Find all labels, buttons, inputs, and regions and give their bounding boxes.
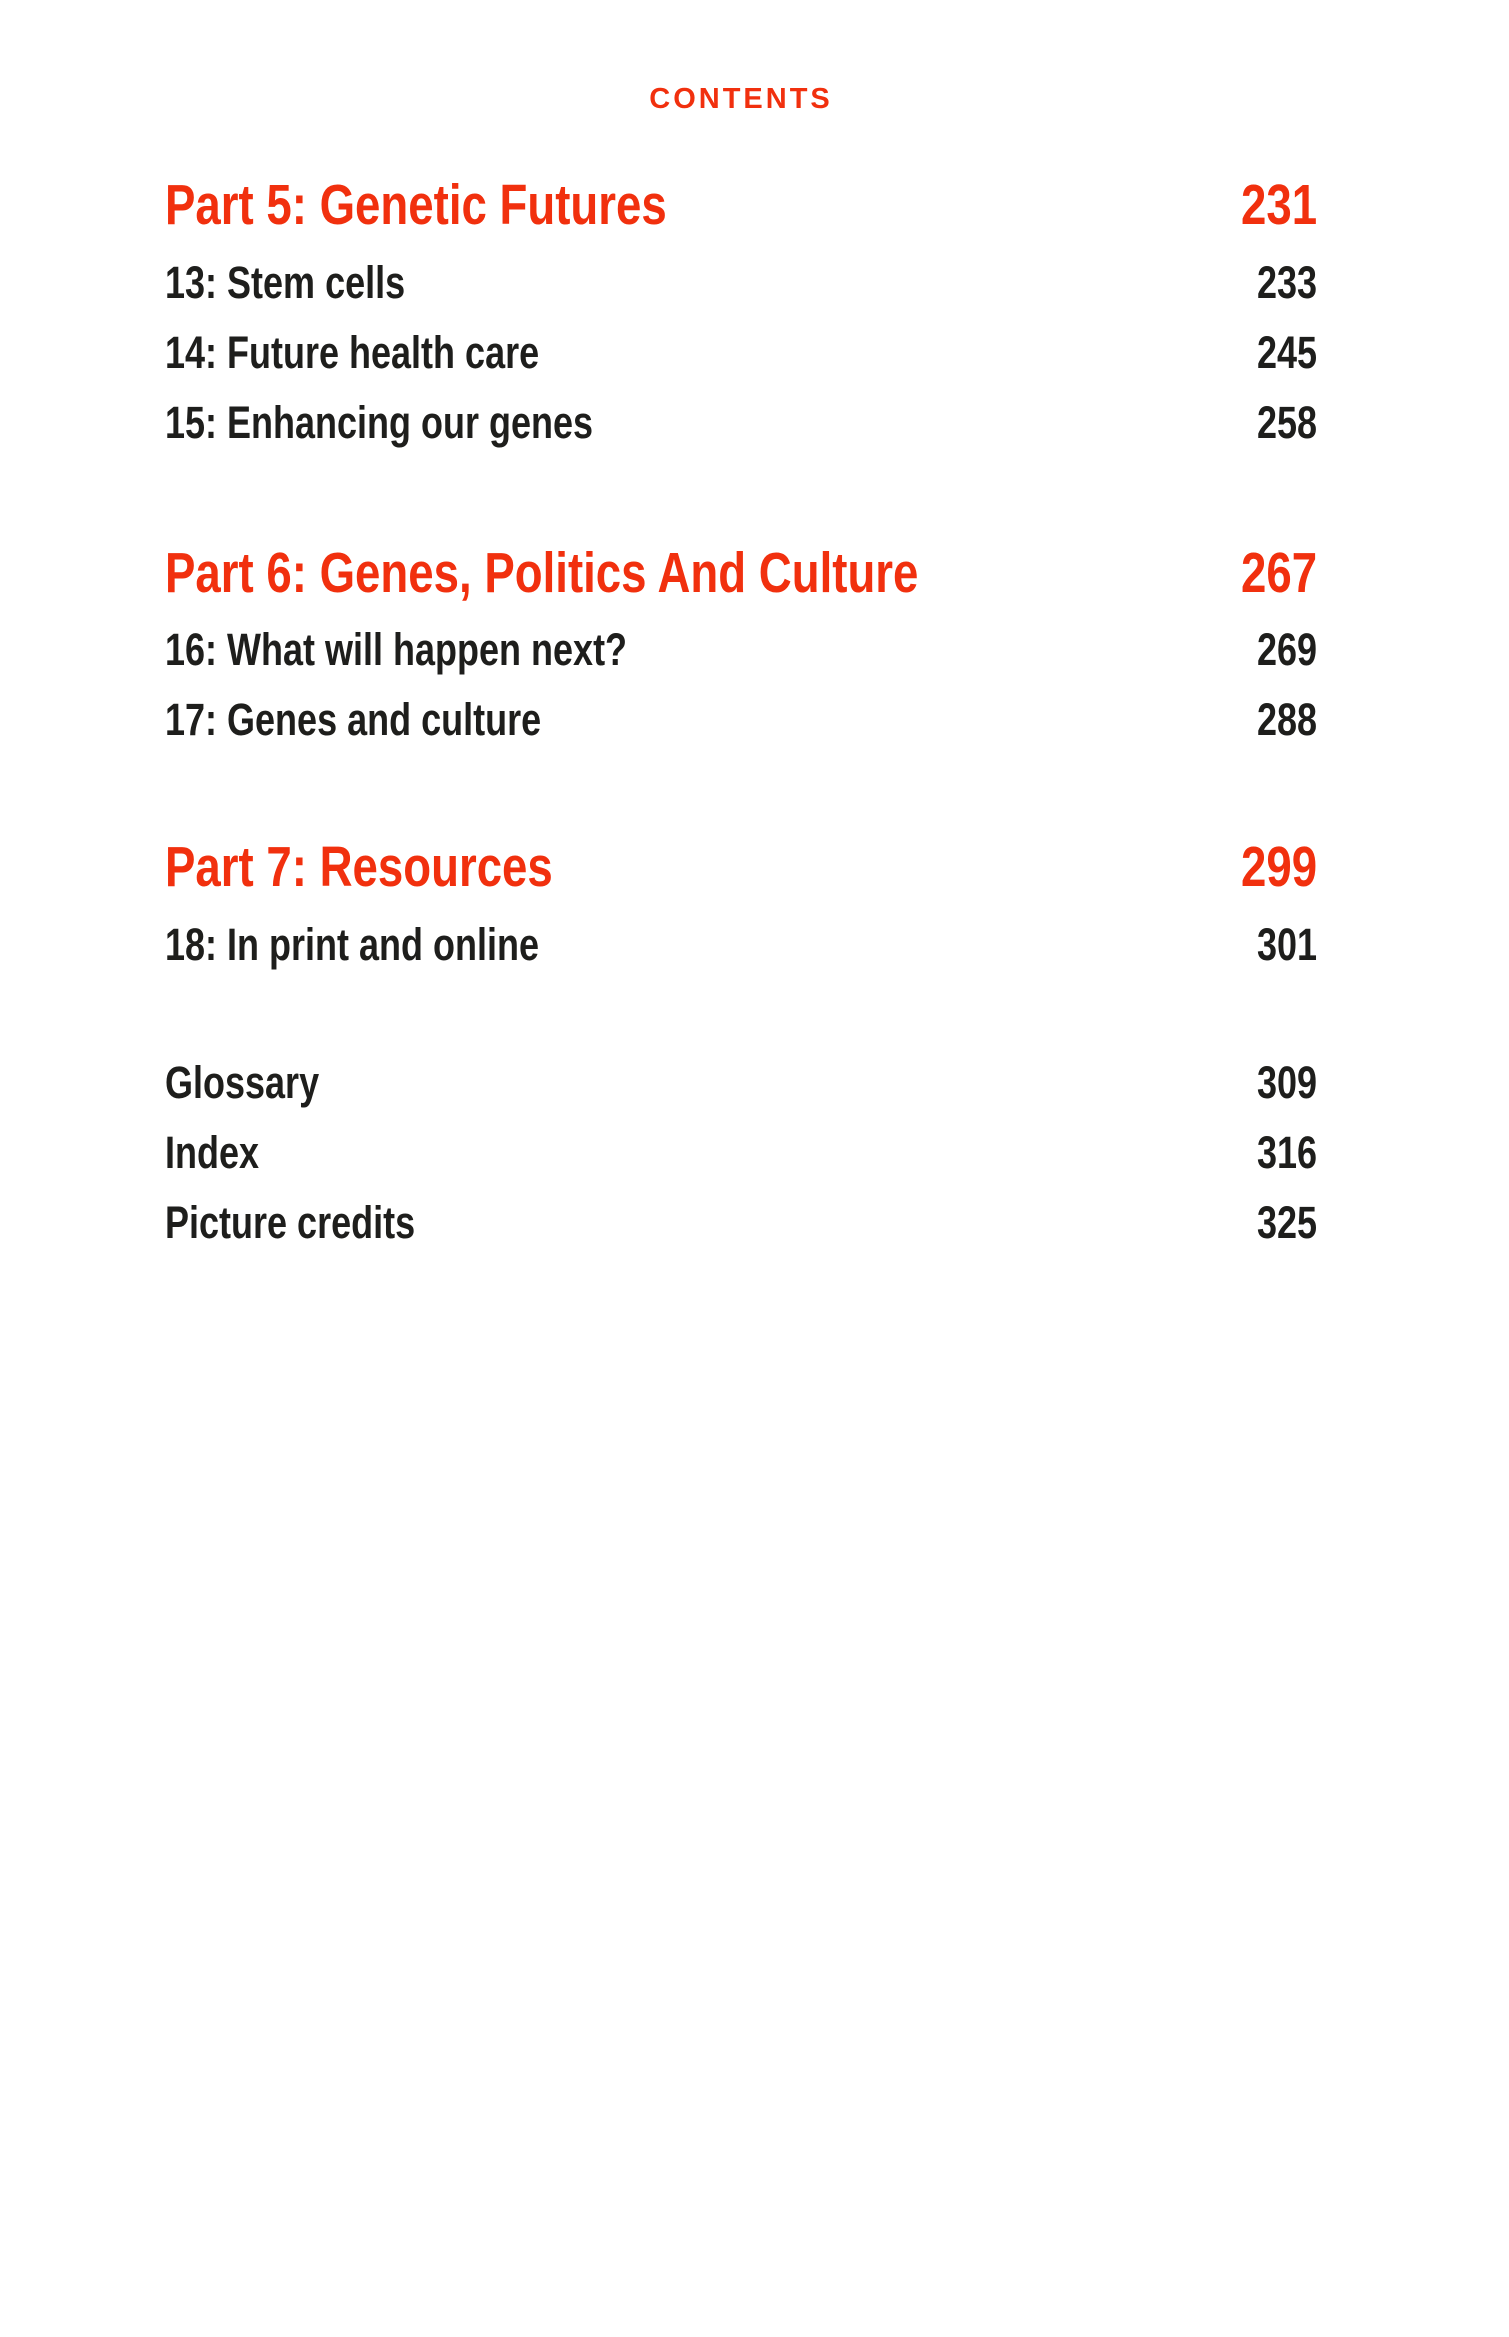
toc-entry-chapter-16: 16: What will happen next? 269 <box>165 627 1317 672</box>
back-matter-title: Index <box>165 1127 260 1178</box>
back-matter-page-number: 325 <box>1256 1197 1317 1248</box>
toc-entry-chapter-15: 15: Enhancing our genes 258 <box>165 400 1317 445</box>
chapter-title: 15: Enhancing our genes <box>165 397 594 448</box>
toc-entry-chapter-13: 13: Stem cells 233 <box>165 260 1317 305</box>
section-page-number: 299 <box>1240 835 1317 899</box>
section-title: Part 7: Resources <box>165 835 553 899</box>
chapter-title: 13: Stem cells <box>165 257 406 308</box>
chapter-page-number: 301 <box>1256 919 1317 970</box>
back-matter-title: Glossary <box>165 1057 320 1108</box>
contents-header: CONTENTS <box>649 83 833 115</box>
toc-section-heading-part-5: Part 5: Genetic Futures 231 <box>165 177 1317 234</box>
chapter-title: 16: What will happen next? <box>165 624 628 675</box>
chapter-page-number: 288 <box>1256 694 1317 745</box>
chapter-title: 18: In print and online <box>165 919 540 970</box>
toc-entry-chapter-18: 18: In print and online 301 <box>165 922 1317 967</box>
chapter-page-number: 245 <box>1256 327 1317 378</box>
chapter-page-number: 233 <box>1256 257 1317 308</box>
back-matter-page-number: 309 <box>1256 1057 1317 1108</box>
back-matter-title: Picture credits <box>165 1197 416 1248</box>
toc-entry-index: Index 316 <box>165 1130 1317 1175</box>
toc-section-heading-part-6: Part 6: Genes, Politics And Culture 267 <box>165 545 1317 602</box>
section-page-number: 267 <box>1240 541 1317 605</box>
section-title: Part 5: Genetic Futures <box>165 173 667 237</box>
toc-entry-glossary: Glossary 309 <box>165 1060 1317 1105</box>
chapter-page-number: 269 <box>1256 624 1317 675</box>
chapter-title: 14: Future health care <box>165 327 540 378</box>
chapter-page-number: 258 <box>1256 397 1317 448</box>
section-page-number: 231 <box>1240 173 1317 237</box>
back-matter-page-number: 316 <box>1256 1127 1317 1178</box>
section-title: Part 6: Genes, Politics And Culture <box>165 541 919 605</box>
toc-entry-chapter-14: 14: Future health care 245 <box>165 330 1317 375</box>
toc-entry-chapter-17: 17: Genes and culture 288 <box>165 697 1317 742</box>
page-running-head: CONTENTS <box>165 85 1317 114</box>
toc-section-heading-part-7: Part 7: Resources 299 <box>165 839 1317 896</box>
toc-entry-picture-credits: Picture credits 325 <box>165 1200 1317 1245</box>
chapter-title: 17: Genes and culture <box>165 694 542 745</box>
